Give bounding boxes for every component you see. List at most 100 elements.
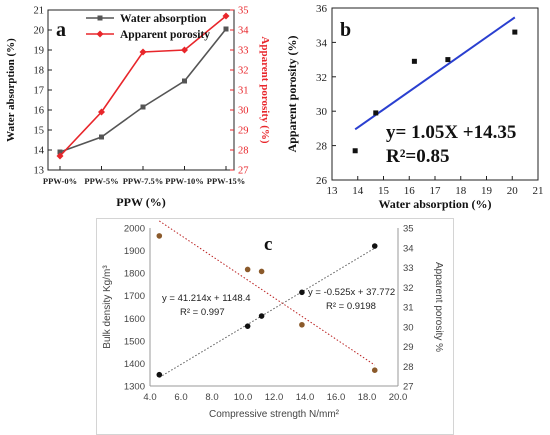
data-point-bulk-density [258,313,265,319]
data-point-apparent-porosity [156,233,163,239]
y-right-tick-label: 35 [238,6,249,17]
data-point [373,110,379,116]
data-point-apparent-porosity [222,12,230,20]
y-right-tick-label: 27 [403,382,414,393]
data-point-apparent-porosity [244,266,251,273]
y-right-tick-label: 34 [238,26,249,37]
x-tick-label: 18.0 [358,392,377,403]
x-tick-label: PPW-7.5% [123,176,164,186]
legend-marker [97,15,103,21]
x-tick-label: 12.0 [265,392,284,403]
data-point-bulk-density [244,323,251,329]
fit-line [354,16,516,131]
x-axis-label: Water absorption (%) [378,197,491,211]
x-tick-label: 20.0 [389,392,408,403]
data-point-water-absorption [57,149,63,155]
y-left-tick-label: 19 [34,46,45,57]
y-right-tick-label: 29 [403,342,414,353]
y-right-tick-label: 29 [238,126,249,137]
y-right-tick-label: 32 [403,283,414,294]
x-tick-label: PPW-0% [43,176,77,186]
data-point-bulk-density [299,289,305,296]
x-tick-label: 6.0 [174,392,187,403]
y-right-tick-label: 30 [403,322,414,333]
data-point-apparent-porosity [299,321,305,328]
data-point-apparent-porosity [181,46,188,54]
data-point-water-absorption [223,26,229,32]
x-tick-label: 18 [455,185,467,197]
y-left-tick-label: 21 [34,6,45,17]
y-left-tick-label: 1500 [124,336,145,347]
series-line-water-absorption [59,28,227,153]
data-point [352,148,358,154]
data-point-water-absorption [182,78,187,84]
y-tick-label: 34 [316,37,328,49]
data-point-apparent-porosity [139,48,147,56]
panel-label-a: a [56,19,66,41]
x-tick-label: PPW-5% [84,176,118,186]
fit-r2: R²=0.85 [386,146,450,167]
trend-equation-bulk-density: y = 41.214x + 1148.4 [162,293,251,304]
y-right-tick-label: 30 [238,106,249,117]
y-axis-label: Apparent porosity (%) [285,36,299,153]
data-point-apparent-porosity [98,108,105,116]
y-right-tick-label: 33 [238,46,249,57]
y-tick-label: 28 [316,141,328,153]
chart-a: 13 14 15 16 17 18 19 20 21 27 28 29 30 31 32 33 34 35 PPW-… [5,6,271,210]
data-point-water-absorption [140,104,146,110]
data-point [445,57,451,63]
x-tick-label: 8.0 [205,392,218,403]
x-tick-label: 10.0 [234,392,253,403]
x-tick-label: 15 [378,185,390,197]
x-tick-label: 21 [533,185,544,197]
y-tick-label: 36 [316,3,328,15]
y-right-tick-label: 28 [403,362,414,373]
y-right-tick-label: 32 [238,66,249,77]
y-left-tick-label: 1400 [124,359,145,370]
data-point-apparent-porosity [371,367,378,373]
y-right-tick-label: 35 [403,224,414,235]
y-left-tick-label: 20 [34,26,45,37]
y-right-tick-label: 33 [403,263,414,274]
x-tick-label: 16 [404,185,416,197]
x-tick-label: 20 [507,185,519,197]
x-tick-label: 13 [327,185,339,197]
x-tick-label: 14.0 [296,392,315,403]
x-tick-label: PPW-15% [207,176,245,186]
y-left-tick-label: 16 [34,106,45,117]
chart-b: 13 14 15 16 17 18 19 20 21 26 28 30 32 34 36 Water abso… [285,3,544,211]
fit-equation: y= 1.05X +14.35 [386,122,516,143]
x-axis-label: PPW (%) [116,195,165,209]
legend-label: Apparent porosity [120,29,210,41]
y-right-axis-label: Apparent porosity (%) [259,36,271,143]
chart-c-border [96,218,454,435]
y-right-tick-label: 27 [238,166,249,177]
data-point-bulk-density [371,243,378,249]
data-point-water-absorption [99,134,104,140]
y-left-tick-label: 13 [34,166,45,177]
y-left-tick-label: 1700 [124,291,145,302]
trend-r2-bulk-density: R² = 0.997 [180,307,225,318]
y-left-axis-label: Bulk density Kg/m³ [102,265,113,349]
data-point-bulk-density [156,371,163,378]
data-point-apparent-porosity [56,152,64,160]
x-tick-label: 16.0 [327,392,346,403]
x-tick-label: 19 [481,185,493,197]
y-left-tick-label: 1300 [124,382,145,393]
panel-label-b: b [340,19,351,41]
data-point [411,58,417,64]
y-right-axis-label: Apparent porosity % [433,262,444,352]
legend-label: Water absorption [120,13,207,25]
legend-marker [96,30,104,38]
y-right-tick-label: 28 [238,146,249,157]
y-tick-label: 26 [316,175,328,187]
y-right-tick-label: 31 [403,303,414,314]
x-tick-label: 4.0 [143,392,156,403]
y-left-tick-label: 1800 [124,269,145,280]
y-right-tick-label: 34 [403,243,414,254]
y-left-tick-label: 2000 [124,224,145,235]
data-point-apparent-porosity [258,268,265,275]
y-tick-label: 30 [316,106,328,118]
x-tick-label: 17 [430,185,442,197]
y-right-tick-label: 31 [238,86,249,97]
